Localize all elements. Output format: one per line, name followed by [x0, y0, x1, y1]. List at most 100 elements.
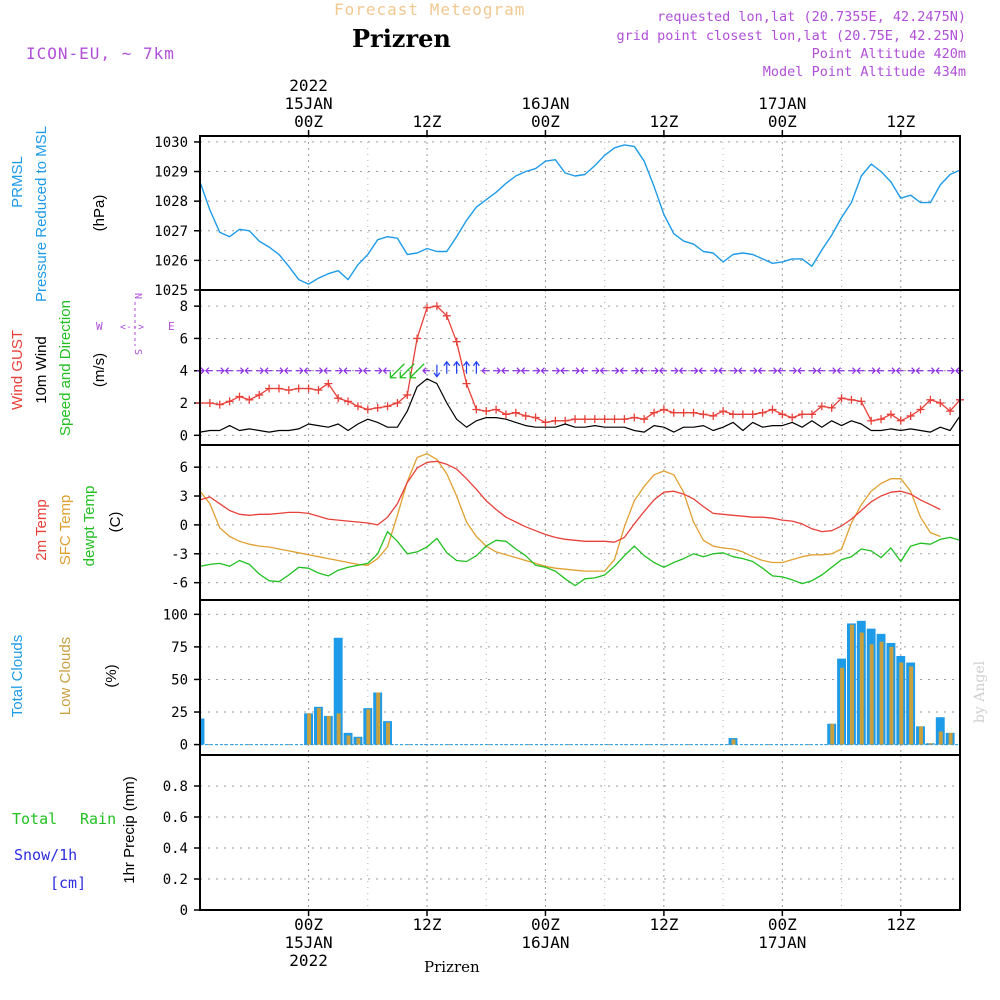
- pressure-ytick-label: 1030: [154, 135, 188, 151]
- gust-marker: [817, 402, 826, 411]
- wind-direction-arrow: [389, 363, 405, 379]
- pressure-ytick-label: 1029: [154, 165, 188, 181]
- low-cloud-bar: [938, 731, 943, 745]
- gust-marker: [719, 407, 728, 416]
- wind-direction-arrowhead: [264, 367, 269, 375]
- wind-direction-arrowhead: [915, 367, 920, 375]
- gust-marker: [363, 405, 372, 414]
- wind-direction-arrowhead: [283, 367, 289, 375]
- top-time-label: 15JAN: [284, 94, 332, 113]
- wind-direction-arrowhead: [560, 367, 565, 375]
- low-cloud-bar: [376, 692, 381, 745]
- panels: 1025 1026 1027 1028 1029 1030 0 2 4 6 8 -6 -3 0 3 6 0 25 5…: [154, 135, 964, 919]
- wind-direction-arrowhead: [389, 371, 397, 379]
- gust-marker: [620, 415, 629, 424]
- wind-direction-arrowhead: [935, 367, 940, 375]
- pressure-unit: (hPa): [91, 195, 108, 232]
- wind-direction-arrowhead: [303, 367, 308, 375]
- bottom-time-label: 16JAN: [521, 933, 569, 952]
- wind-direction-arrowhead: [753, 367, 758, 375]
- wind-direction-arrowhead: [871, 367, 877, 375]
- wind-direction-arrow: [399, 363, 415, 379]
- wind-direction-arrowhead: [536, 367, 541, 375]
- low-cloud-bar: [909, 666, 914, 745]
- wind-direction-arrowhead: [832, 367, 837, 375]
- total-cloud-bar: [200, 718, 205, 745]
- gust-marker: [709, 411, 718, 420]
- gust-marker: [571, 415, 580, 424]
- supertitle: Forecast Meteogram: [334, 0, 526, 19]
- precip-label-snow: Snow/1h: [14, 846, 77, 864]
- temperature-ytick-label: -3: [171, 547, 188, 563]
- wind-ytick-label: 2: [180, 396, 188, 412]
- gust-marker: [650, 408, 659, 417]
- precip-ytick-label: 0.2: [163, 872, 188, 888]
- bottom-time-label: 12Z: [886, 915, 915, 934]
- gust-marker: [334, 394, 343, 403]
- gust-marker: [225, 397, 234, 406]
- compass-north: N: [132, 293, 143, 299]
- low-cloud-bar: [869, 644, 874, 745]
- wind-direction-arrowhead: [599, 367, 605, 375]
- wind-direction-arrowhead: [422, 367, 427, 375]
- clouds-ytick-label: 75: [171, 640, 188, 656]
- wind-direction-arrowhead: [338, 367, 344, 375]
- low-cloud-bar: [899, 662, 904, 745]
- bottom-time-label: 12Z: [413, 915, 442, 934]
- gust-marker: [590, 415, 599, 424]
- gust-marker: [827, 403, 836, 412]
- temperature-ytick-label: 0: [180, 518, 188, 534]
- low-cloud-bar: [366, 709, 371, 745]
- wind-direction-arrowhead: [595, 367, 600, 375]
- gust-marker: [669, 408, 678, 417]
- gust-marker: [324, 379, 333, 388]
- grid-point-coords: grid point closest lon,lat (20.75E, 42.2…: [616, 28, 967, 44]
- gust-marker: [373, 403, 382, 412]
- top-time-label: 12Z: [649, 112, 678, 131]
- wind-direction-arrowhead: [634, 367, 640, 375]
- wind-direction-arrowhead: [540, 367, 545, 375]
- wind-direction-arrowhead: [443, 360, 451, 367]
- point-altitude: Point Altitude 420m: [811, 46, 966, 62]
- low-cloud-bar: [879, 641, 884, 745]
- wind-direction-arrowhead: [259, 367, 265, 375]
- wind-direction-arrowhead: [895, 367, 901, 375]
- gust-marker: [531, 413, 540, 422]
- wind-direction-arrowhead: [433, 372, 441, 378]
- gust-marker: [265, 384, 274, 393]
- low-cloud-bar: [731, 739, 736, 745]
- gust-marker: [679, 408, 688, 417]
- wind-direction-arrowhead: [463, 360, 470, 367]
- wind-label-10m: 10m Wind: [33, 336, 50, 404]
- precip-ytick-label: 0.6: [163, 810, 188, 826]
- gust-marker: [906, 411, 915, 420]
- gust-marker: [857, 397, 866, 406]
- gust-marker: [294, 384, 303, 393]
- wind-direction-arrowhead: [816, 367, 822, 375]
- wind-label-direction: Speed and Direction: [57, 300, 74, 436]
- low-cloud-bar: [356, 738, 361, 745]
- gust-marker: [314, 386, 323, 395]
- wind-direction-arrowhead: [224, 367, 230, 375]
- low-cloud-bar: [889, 646, 894, 745]
- wind-direction-arrowhead: [777, 367, 782, 375]
- gust-marker: [837, 394, 846, 403]
- compass-arrows-h: <-->: [120, 322, 144, 333]
- wind-direction-arrowhead: [200, 367, 205, 375]
- precip-label-cm: [cm]: [50, 874, 86, 892]
- gust-marker: [541, 418, 550, 427]
- gust-marker: [936, 399, 945, 408]
- compass-west: W: [96, 320, 103, 333]
- gust-marker: [245, 395, 254, 404]
- wind-direction-arrowhead: [856, 367, 861, 375]
- gust-marker: [788, 413, 797, 422]
- gust-marker: [748, 410, 757, 419]
- top-time-label: 12Z: [886, 112, 915, 131]
- gust-marker: [472, 405, 481, 414]
- low-cloud-bar: [859, 632, 864, 745]
- wind-direction-arrowhead: [299, 367, 304, 375]
- gust-marker: [610, 415, 619, 424]
- wind-direction-arrowhead: [659, 367, 664, 375]
- wind-direction-arrowhead: [362, 367, 368, 375]
